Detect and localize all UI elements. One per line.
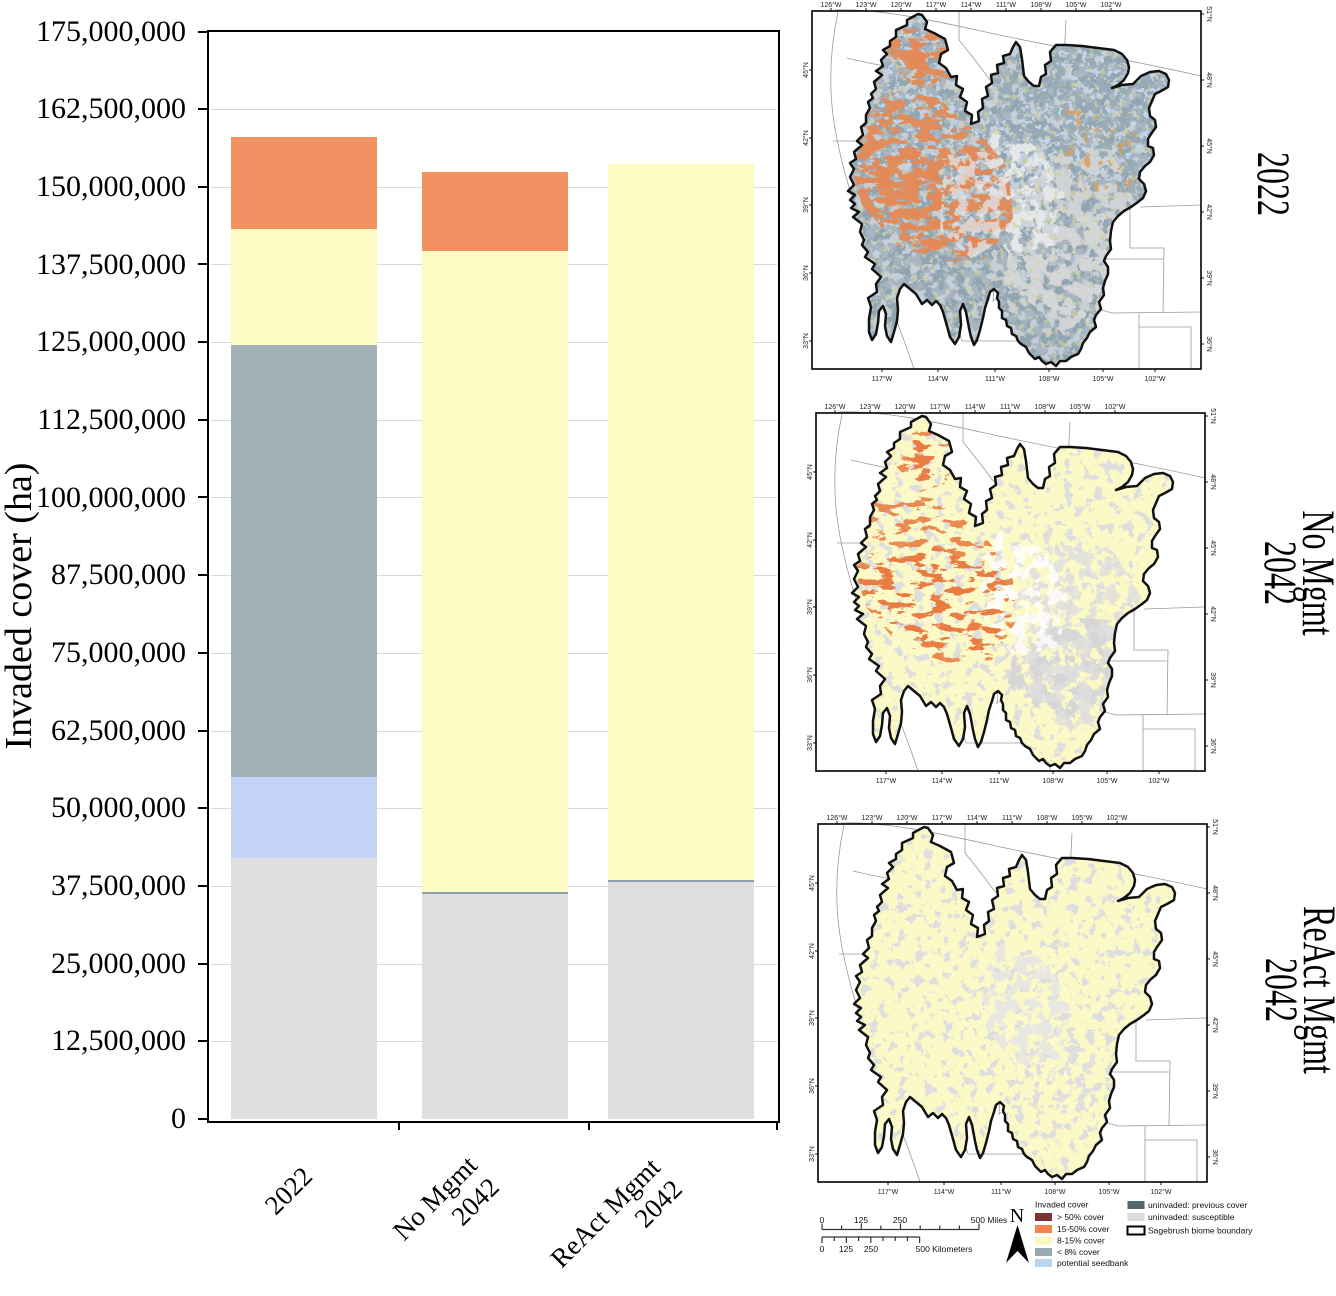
svg-text:8-15% cover: 8-15% cover (1057, 1236, 1105, 1246)
svg-text:250: 250 (893, 1215, 907, 1225)
svg-text:125: 125 (839, 1244, 853, 1254)
svg-text:uninvaded: susceptible: uninvaded: susceptible (1148, 1212, 1235, 1222)
svg-text:2022: 2022 (1247, 152, 1300, 216)
svg-text:Invaded cover: Invaded cover (1035, 1200, 1089, 1210)
svg-text:Sagebrush biome boundary: Sagebrush biome boundary (1148, 1226, 1253, 1236)
svg-text:0: 0 (820, 1244, 825, 1254)
svg-text:125: 125 (854, 1215, 868, 1225)
svg-text:500 Miles: 500 Miles (971, 1215, 1007, 1225)
svg-text:> 50% cover: > 50% cover (1057, 1212, 1105, 1222)
svg-text:< 8% cover: < 8% cover (1057, 1247, 1100, 1257)
svg-text:500 Kilometers: 500 Kilometers (916, 1244, 973, 1254)
svg-text:N: N (1010, 1205, 1024, 1227)
svg-text:15-50% cover: 15-50% cover (1057, 1224, 1110, 1234)
svg-text:ReAct Mgmt2042: ReAct Mgmt2042 (1255, 906, 1336, 1074)
svg-text:uninvaded: previous cover: uninvaded: previous cover (1148, 1200, 1247, 1210)
svg-text:0: 0 (820, 1215, 825, 1225)
svg-text:250: 250 (864, 1244, 878, 1254)
svg-text:potential seedbank: potential seedbank (1057, 1258, 1129, 1268)
svg-text:No Mgmt2042: No Mgmt2042 (1254, 510, 1336, 635)
